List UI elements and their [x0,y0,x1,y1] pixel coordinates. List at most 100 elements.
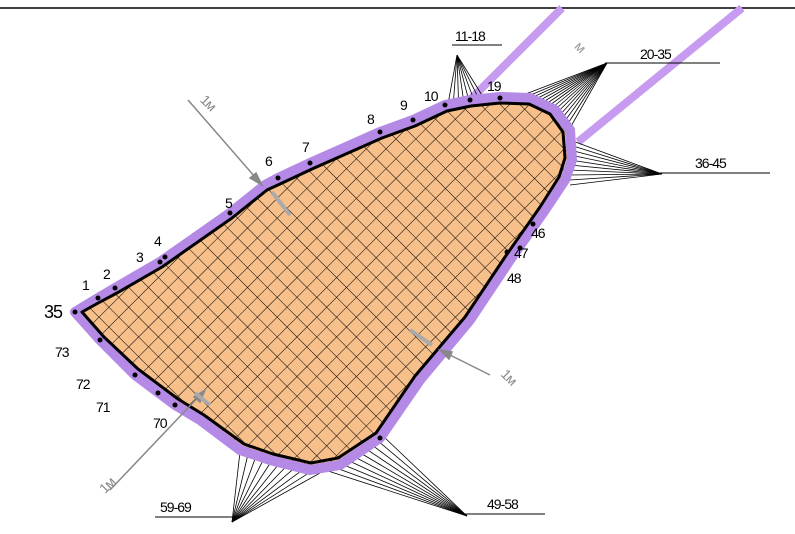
line-label: м [572,38,590,56]
point-label: 46 [531,225,546,241]
leader-line [569,159,663,175]
group-label: 11-18 [455,28,486,44]
survey-point [377,435,383,441]
leader-line [231,472,321,523]
leader-line [231,466,297,523]
point-label: 9 [400,97,408,113]
leader-line [569,164,663,175]
survey-point [157,259,163,265]
point-label: 70 [153,415,168,431]
survey-point [377,129,383,135]
leader-line [569,139,663,175]
survey-point [517,245,523,251]
survey-point [227,210,233,216]
leader-line [558,62,608,123]
leader-line [569,149,663,175]
leader-line [231,470,313,523]
leader-line [344,458,468,517]
leader-line [555,62,608,121]
plot-boundary [70,92,577,475]
point-label: 71 [96,399,111,415]
leader-line [231,464,289,523]
survey-point [442,102,448,108]
point-label: 19 [487,78,502,94]
leader-line [231,456,257,523]
leader-line [363,447,468,517]
dimension-arrows [109,99,491,491]
survey-point [467,97,473,103]
point-label: 73 [55,344,70,360]
leader-line [231,462,281,523]
leader-line [522,62,608,103]
leader-shelves [155,44,770,518]
point-label: 72 [76,376,91,392]
utility-line [467,5,565,103]
survey-point [497,95,503,101]
leader-line [565,62,608,127]
leader-line [456,54,481,101]
leader-line [447,54,458,105]
utility-line [575,4,745,146]
point-label: 8 [367,111,375,127]
leader-line [569,173,663,181]
leader-line [369,443,468,517]
leader-line [331,465,468,517]
plot-outline [80,101,567,465]
survey-point [307,160,313,166]
point-label: 48 [507,270,522,286]
point-label: 4 [154,233,162,249]
group-label: 36-45 [695,155,727,171]
start-label: 35 [44,302,63,322]
survey-point [95,295,101,301]
survey-point [275,175,281,181]
point-label: 5 [225,195,233,211]
leader-line [569,169,663,175]
leader-line [337,462,468,517]
survey-point [155,390,161,396]
leader-line [452,54,458,104]
survey-point [72,309,78,315]
leader-line [231,458,265,523]
leader-line [514,62,608,99]
leader-line [569,62,608,129]
survey-point [132,372,138,378]
leader-line [231,454,249,523]
leader-line [376,439,468,517]
leader-line [456,54,486,101]
dimension-label: 1м [498,366,520,388]
leader-line [569,154,663,175]
point-label: 47 [514,245,529,261]
leader-line [456,54,465,103]
leader-line [231,468,305,523]
point-label: 1 [82,277,90,293]
survey-points [72,95,536,441]
survey-point [410,117,416,123]
group-label: 59-69 [160,499,192,515]
survey-point [97,337,103,343]
point-label: 10 [424,88,439,104]
dimension-label: 1м [96,474,118,496]
leader-line [456,54,459,103]
leader-line [518,62,608,101]
group-label: 49-58 [487,496,519,512]
survey-point [504,249,510,255]
point-label: 2 [103,266,111,282]
survey-point [530,221,536,227]
dimension-label: 1м [197,92,219,114]
leader-line [569,173,663,186]
leader-line [357,450,468,517]
point-label: 6 [265,153,273,169]
leader-line [569,173,663,176]
leader-line [382,435,468,517]
leader-line [350,454,468,517]
leader-line [456,54,470,102]
survey-point [172,402,178,408]
survey-point [112,285,118,291]
leader-line [569,144,663,175]
survey-point [162,254,168,260]
point-label: 3 [136,249,144,265]
group-label: 20-35 [640,46,672,62]
